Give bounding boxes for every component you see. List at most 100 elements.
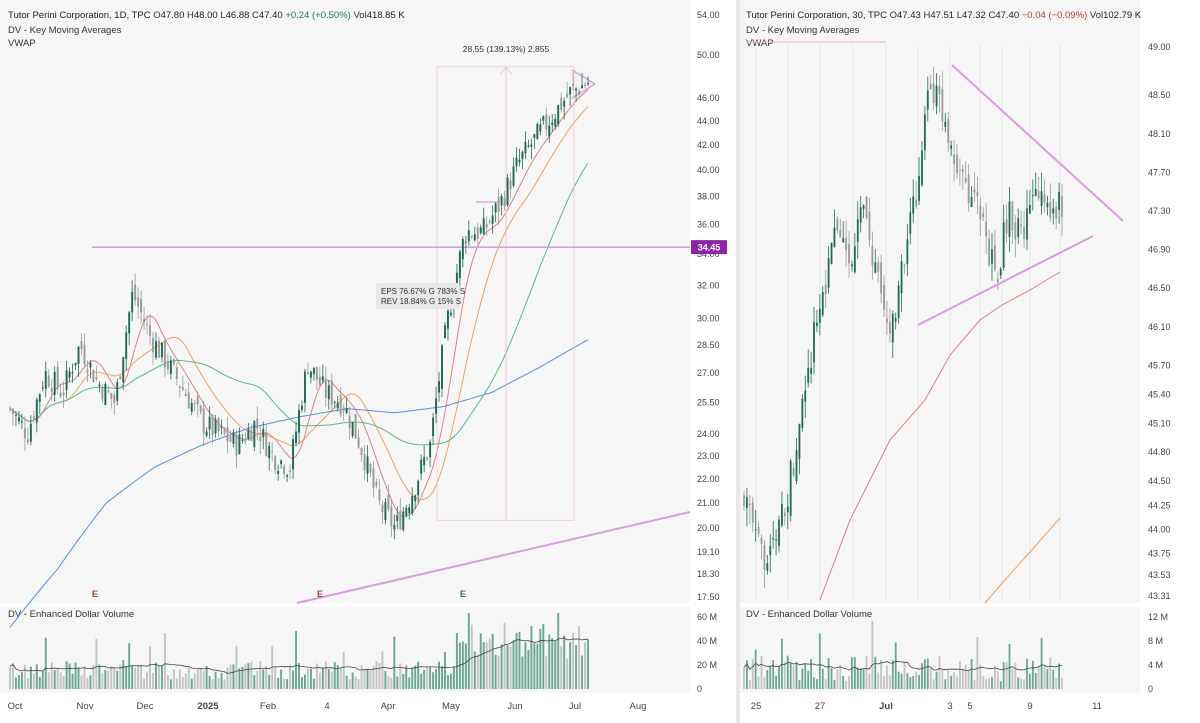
volume-bar bbox=[122, 660, 125, 689]
candle-body bbox=[158, 340, 160, 358]
volume-bar bbox=[292, 670, 295, 689]
volume-bar bbox=[417, 661, 420, 689]
candle-body bbox=[891, 313, 894, 343]
candle-body bbox=[497, 196, 500, 213]
volume-bar bbox=[83, 665, 86, 689]
volume-bar bbox=[378, 662, 381, 689]
candle-body bbox=[414, 495, 417, 502]
candle-body bbox=[68, 371, 71, 378]
x-tick-label: Jul bbox=[879, 701, 893, 712]
volume-bar bbox=[86, 677, 89, 689]
candle-body bbox=[915, 199, 918, 207]
candle-body bbox=[1029, 204, 1031, 214]
earnings-marker: E bbox=[317, 589, 323, 599]
price-tick-label: 50.00 bbox=[697, 50, 720, 60]
volume-bar bbox=[140, 665, 143, 689]
candle-body bbox=[56, 366, 59, 389]
panel-divider[interactable] bbox=[736, 0, 740, 723]
volume-bar bbox=[414, 665, 417, 689]
candle-body bbox=[280, 460, 283, 465]
volume-bar bbox=[874, 656, 877, 689]
candle-body bbox=[155, 341, 157, 358]
candle-body bbox=[77, 346, 80, 364]
intraday-chart-panel[interactable]: Tutor Perini Corporation, 30, TPC O47.43… bbox=[740, 0, 1200, 723]
volume-bar bbox=[12, 662, 14, 689]
price-tick-label: 47.70 bbox=[1148, 167, 1171, 177]
volume-bar bbox=[521, 656, 524, 689]
daily-high: 48.00 bbox=[193, 10, 218, 21]
volume-bar bbox=[810, 659, 813, 689]
candle-body bbox=[32, 416, 35, 420]
volume-bar bbox=[390, 677, 393, 689]
candle-body bbox=[29, 423, 32, 442]
candle-body bbox=[584, 84, 586, 87]
volume-bar bbox=[494, 654, 497, 689]
price-tick-label: 44.80 bbox=[1148, 447, 1171, 457]
candle-body bbox=[250, 429, 253, 441]
volume-bar bbox=[318, 672, 321, 689]
x-tick-label: Oct bbox=[8, 701, 23, 712]
x-tick-label: Nov bbox=[77, 701, 94, 712]
volume-bar bbox=[813, 677, 815, 689]
intraday-price-pane[interactable] bbox=[740, 0, 1140, 603]
candle-body bbox=[503, 198, 506, 207]
price-tick-label: 32.00 bbox=[697, 280, 720, 290]
volume-bar bbox=[786, 655, 789, 689]
label-h: H bbox=[923, 10, 931, 21]
intraday-indicator-kma[interactable]: DV - Key Moving Averages bbox=[746, 25, 860, 36]
volume-bar bbox=[396, 676, 399, 689]
candle-body bbox=[991, 249, 993, 264]
volume-bar bbox=[166, 675, 169, 689]
volume-bar bbox=[369, 670, 372, 689]
volume-bar bbox=[569, 642, 572, 689]
candle-body bbox=[193, 403, 196, 405]
candle-body bbox=[512, 166, 515, 186]
daily-price-pane[interactable] bbox=[0, 0, 690, 603]
volume-bar bbox=[1008, 643, 1011, 689]
intraday-indicator-vwap[interactable]: VWAP bbox=[746, 38, 774, 49]
daily-chart-panel[interactable]: Tutor Perini Corporation, 1D, TPC O47.80… bbox=[0, 0, 736, 723]
daily-indicator-vwap[interactable]: VWAP bbox=[8, 38, 36, 49]
candle-body bbox=[202, 408, 205, 434]
volume-bar bbox=[964, 664, 967, 689]
volume-bar bbox=[512, 640, 515, 689]
candle-body bbox=[104, 383, 107, 406]
daily-indicator-kma[interactable]: DV - Key Moving Averages bbox=[8, 25, 122, 36]
volume-bar bbox=[134, 667, 137, 689]
volume-bar bbox=[426, 667, 429, 689]
candle-body bbox=[41, 387, 44, 389]
volume-bar bbox=[238, 668, 241, 689]
volume-bar bbox=[944, 679, 947, 689]
volume-bar bbox=[891, 660, 894, 689]
x-tick-label: 27 bbox=[815, 701, 826, 712]
candle-body bbox=[1011, 201, 1014, 231]
candle-body bbox=[301, 405, 303, 410]
volume-bar bbox=[172, 669, 175, 689]
candle-body bbox=[62, 392, 65, 396]
candle-body bbox=[921, 150, 923, 185]
price-tick-label: 36.00 bbox=[697, 219, 720, 229]
candle-body bbox=[778, 519, 780, 546]
daily-volume-title[interactable]: DV - Enhanced Dollar Volume bbox=[8, 609, 135, 620]
volume-bar bbox=[399, 663, 402, 689]
volume-bar bbox=[187, 668, 190, 689]
candle-body bbox=[223, 428, 226, 434]
volume-bar bbox=[533, 643, 536, 689]
earnings-eps-line: EPS 76.67% G 783% S bbox=[381, 287, 465, 296]
volume-bar bbox=[372, 665, 375, 689]
volume-bar bbox=[286, 679, 289, 689]
volume-bar bbox=[956, 676, 958, 689]
volume-bar bbox=[795, 662, 798, 689]
volume-bar bbox=[581, 655, 584, 689]
volume-bar bbox=[220, 672, 223, 689]
daily-chart-svg: 54.00 50.00 46.00 44.00 42.00 40.00 38.00 36.00… bbox=[8, 10, 727, 712]
candle-body bbox=[74, 362, 77, 366]
candle-body bbox=[856, 219, 859, 242]
intraday-volume-title[interactable]: DV - Enhanced Dollar Volume bbox=[746, 609, 873, 620]
volume-bar bbox=[979, 664, 982, 689]
volume-bar bbox=[464, 643, 467, 689]
volume-bar bbox=[26, 677, 29, 689]
volume-bar bbox=[1002, 662, 1005, 689]
volume-bar bbox=[950, 675, 953, 689]
candle-body bbox=[868, 211, 871, 240]
